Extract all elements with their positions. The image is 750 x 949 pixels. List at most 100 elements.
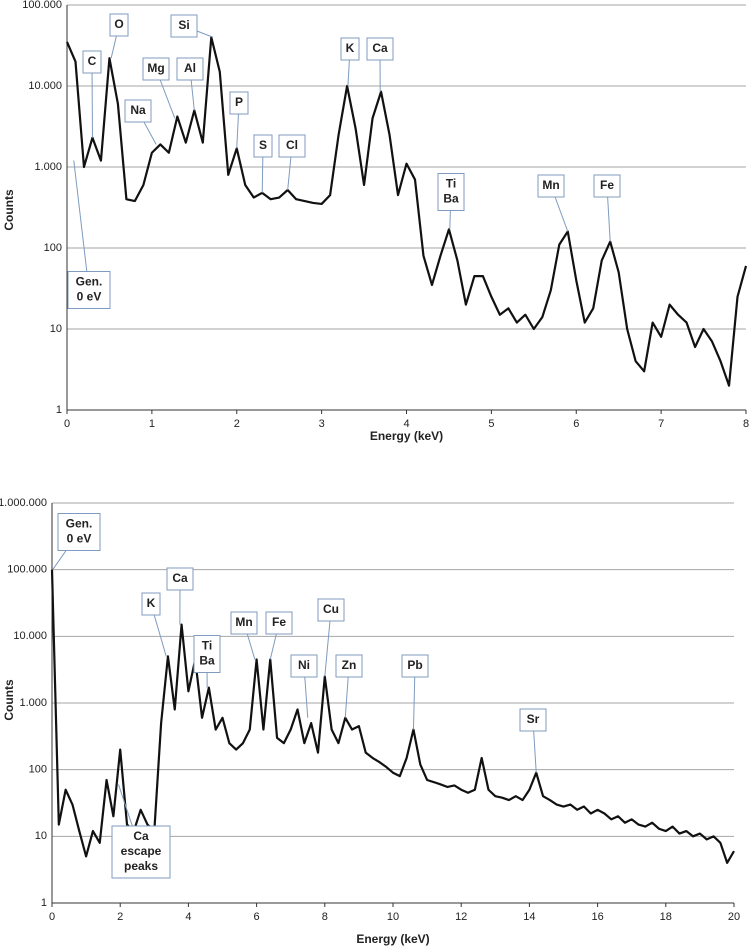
callout-label: Ti bbox=[202, 639, 212, 653]
callout-label: Mn bbox=[235, 615, 252, 629]
callout-box bbox=[593, 174, 621, 198]
callout-box bbox=[340, 37, 360, 61]
x-tick-label: 20 bbox=[728, 911, 740, 923]
callout-box bbox=[437, 173, 465, 211]
x-tick-label: 7 bbox=[658, 418, 664, 430]
y-tick-label: 1.000.000 bbox=[0, 497, 47, 509]
callout-label: Si bbox=[178, 18, 189, 32]
callout-box bbox=[142, 57, 170, 81]
callout-label: Sr bbox=[527, 712, 540, 726]
callout-label: Ba bbox=[443, 192, 459, 206]
callout-label: Ca bbox=[372, 41, 388, 55]
callout-box bbox=[366, 37, 394, 61]
x-tick-label: 3 bbox=[319, 418, 325, 430]
callout-label: Pb bbox=[407, 658, 422, 672]
x-tick-label: 16 bbox=[591, 911, 603, 923]
callout-label: Zn bbox=[342, 658, 357, 672]
callout-box bbox=[109, 13, 129, 37]
callout-label: escape bbox=[121, 844, 162, 858]
callout-box bbox=[57, 513, 101, 551]
x-tick-label: 14 bbox=[523, 911, 535, 923]
x-axis-label: Energy (keV) bbox=[356, 932, 429, 946]
x-tick-label: 4 bbox=[403, 418, 409, 430]
x-tick-label: 2 bbox=[117, 911, 123, 923]
y-tick-label: 10.000 bbox=[13, 630, 47, 642]
callout-box bbox=[82, 50, 102, 74]
callout-label: 0 eV bbox=[77, 290, 102, 304]
y-tick-label: 10.000 bbox=[28, 80, 62, 92]
callout-label: Fe bbox=[272, 615, 286, 629]
y-tick-label: 1.000 bbox=[34, 161, 62, 173]
callout-box bbox=[141, 592, 161, 616]
y-tick-label: 100 bbox=[29, 764, 47, 776]
callout-label: S bbox=[259, 138, 267, 152]
callout-label: Fe bbox=[600, 178, 614, 192]
y-tick-label: 100 bbox=[44, 242, 62, 254]
x-tick-label: 8 bbox=[743, 418, 749, 430]
y-tick-label: 10 bbox=[35, 830, 47, 842]
y-tick-label: 10 bbox=[50, 323, 62, 335]
x-tick-label: 6 bbox=[573, 418, 579, 430]
callout-box bbox=[335, 654, 363, 678]
callout-box bbox=[265, 611, 293, 635]
y-tick-label: 100.000 bbox=[7, 564, 47, 576]
callout-label: C bbox=[88, 54, 97, 68]
callout-label: Mg bbox=[147, 61, 164, 75]
callout-box bbox=[111, 825, 171, 879]
x-axis-label: Energy (keV) bbox=[370, 429, 443, 443]
x-tick-label: 10 bbox=[387, 911, 399, 923]
callout-box bbox=[229, 91, 249, 115]
callout-label: Na bbox=[130, 103, 146, 117]
callout-label: Gen. bbox=[76, 275, 103, 289]
callout-box bbox=[170, 14, 198, 38]
callout-box bbox=[401, 654, 429, 678]
callout-box bbox=[166, 567, 194, 591]
y-tick-label: 1 bbox=[56, 404, 62, 416]
x-tick-label: 0 bbox=[49, 911, 55, 923]
callout-box bbox=[67, 271, 111, 309]
callout-label: P bbox=[235, 95, 243, 109]
x-tick-label: 12 bbox=[455, 911, 467, 923]
y-axis-label: Counts bbox=[2, 679, 16, 721]
callout-label: Ba bbox=[199, 654, 215, 668]
callout-box bbox=[176, 57, 204, 81]
callout-box bbox=[124, 99, 152, 123]
callout-box bbox=[193, 635, 221, 673]
x-tick-label: 2 bbox=[234, 418, 240, 430]
x-tick-label: 18 bbox=[660, 911, 672, 923]
callout-box bbox=[290, 654, 318, 678]
x-tick-label: 5 bbox=[488, 418, 494, 430]
callout-box bbox=[537, 174, 565, 198]
callout-label: Ti bbox=[446, 177, 456, 191]
callout-label: Al bbox=[184, 61, 196, 75]
callout-label: K bbox=[147, 596, 156, 610]
callout-label: peaks bbox=[124, 859, 158, 873]
callout-label: 0 eV bbox=[67, 532, 92, 546]
callout-label: Gen. bbox=[66, 517, 93, 531]
callout-box bbox=[230, 611, 258, 635]
y-axis-label: Counts bbox=[2, 189, 16, 231]
y-tick-label: 1 bbox=[41, 897, 47, 909]
callout-label: O bbox=[114, 17, 123, 31]
x-tick-label: 6 bbox=[254, 911, 260, 923]
spectrum-line bbox=[65, 36, 748, 387]
callout-box bbox=[253, 134, 273, 158]
callout-label: K bbox=[346, 41, 355, 55]
y-tick-label: 1.000 bbox=[19, 697, 47, 709]
x-tick-label: 8 bbox=[322, 911, 328, 923]
callout-label: Cu bbox=[323, 602, 339, 616]
x-tick-label: 1 bbox=[149, 418, 155, 430]
callout-label: Ni bbox=[298, 658, 310, 672]
callout-pointer bbox=[73, 160, 90, 291]
callout-box bbox=[519, 708, 547, 732]
callout-label: Cl bbox=[286, 138, 298, 152]
y-tick-label: 100.000 bbox=[22, 0, 62, 11]
spectrum-line bbox=[50, 569, 735, 864]
callout-label: Ca bbox=[133, 829, 149, 843]
callout-label: Mn bbox=[542, 178, 559, 192]
x-tick-label: 4 bbox=[185, 911, 191, 923]
x-tick-label: 0 bbox=[64, 418, 70, 430]
callout-box bbox=[317, 598, 345, 622]
